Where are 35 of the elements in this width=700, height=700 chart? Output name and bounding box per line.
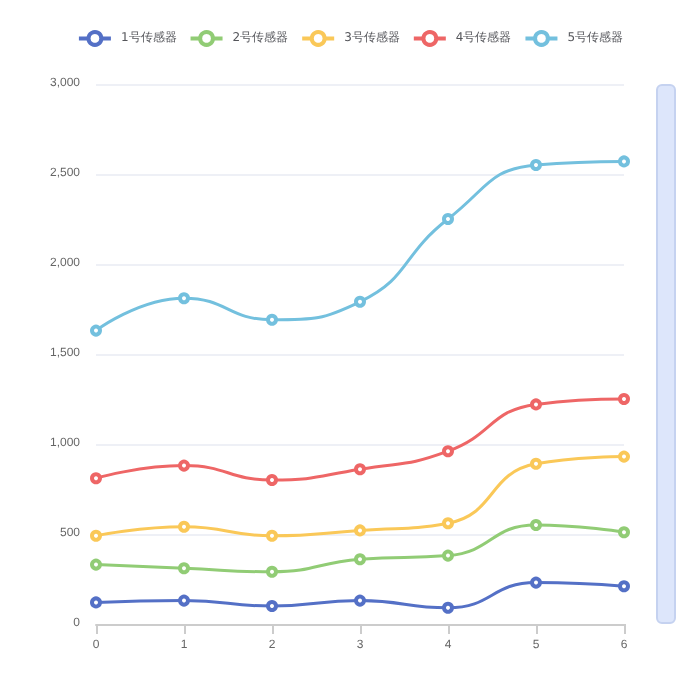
point	[530, 398, 542, 411]
point	[178, 459, 190, 472]
point	[442, 213, 454, 225]
point	[354, 553, 366, 566]
point	[178, 562, 190, 575]
point	[618, 155, 630, 168]
point	[354, 594, 366, 607]
point	[618, 450, 630, 463]
point	[90, 324, 102, 337]
point	[442, 445, 454, 458]
point	[354, 295, 366, 308]
point	[618, 580, 630, 593]
point	[90, 472, 102, 485]
point	[266, 600, 278, 612]
point	[266, 313, 278, 326]
point	[178, 520, 190, 533]
point	[178, 292, 190, 305]
point	[530, 576, 542, 589]
point	[266, 474, 278, 486]
point	[618, 526, 630, 539]
point	[618, 393, 630, 405]
point	[530, 159, 542, 171]
point	[442, 549, 454, 562]
point	[354, 463, 366, 476]
point	[266, 565, 278, 578]
point	[90, 529, 102, 542]
point	[266, 529, 278, 542]
point	[90, 558, 102, 571]
point	[442, 517, 454, 530]
point	[90, 596, 102, 609]
point	[530, 457, 542, 470]
point	[354, 524, 366, 537]
point	[530, 519, 542, 531]
point	[442, 601, 454, 614]
point	[178, 594, 190, 607]
